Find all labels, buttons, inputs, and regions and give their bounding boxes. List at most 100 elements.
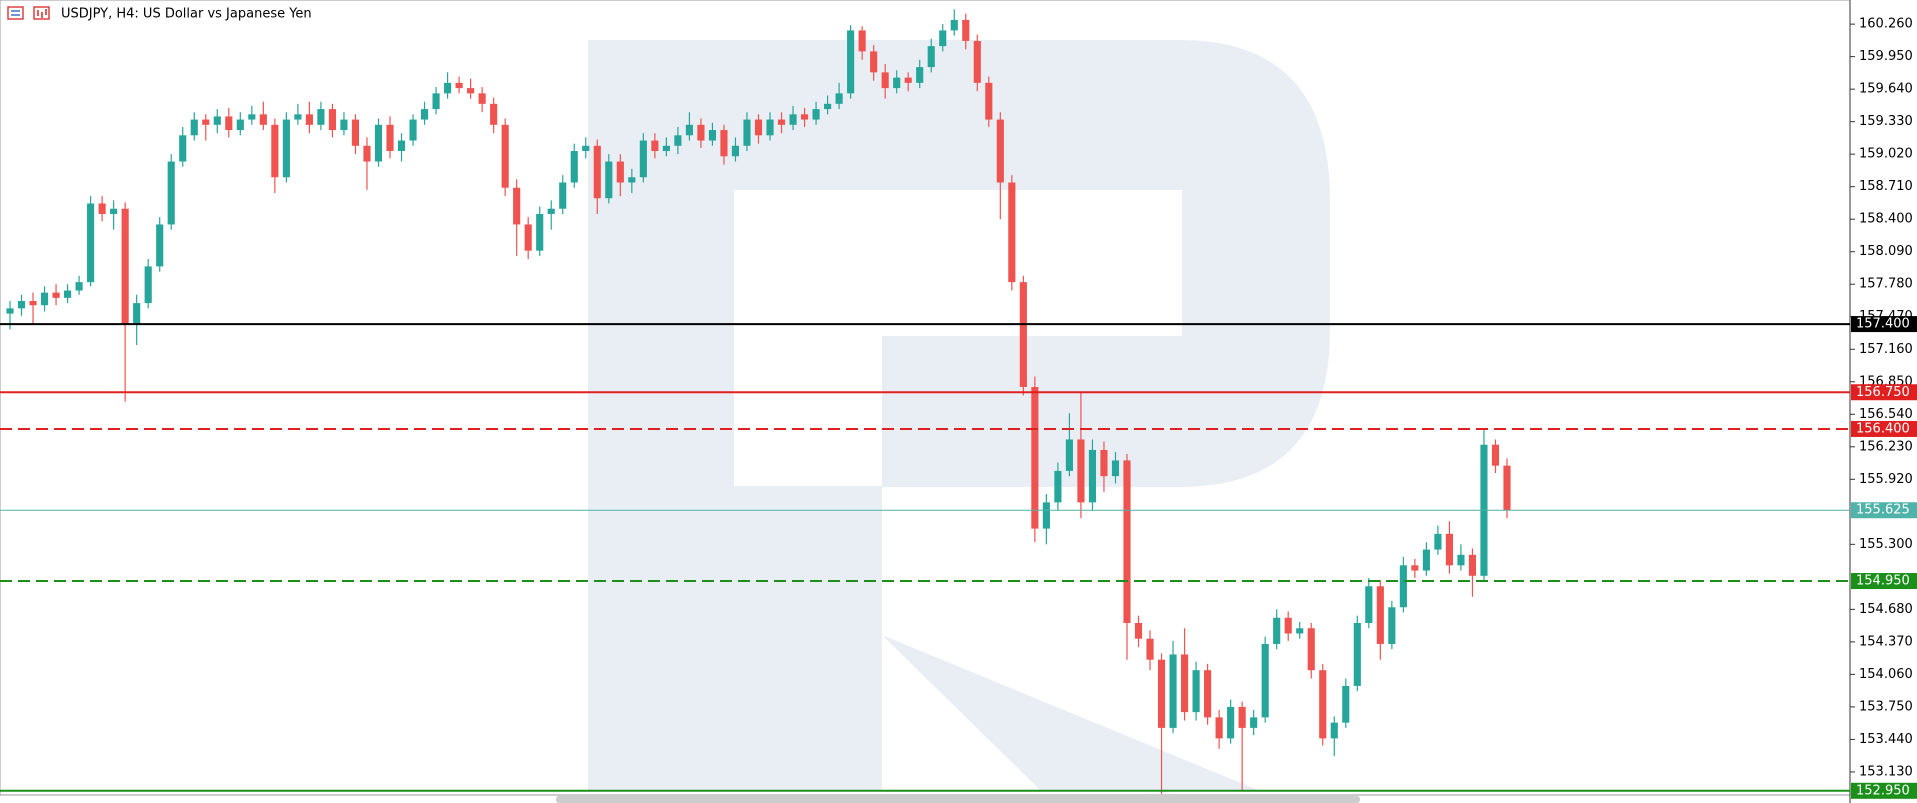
candle-body <box>1180 654 1189 713</box>
level-label: 156.750 <box>1856 385 1910 400</box>
candle-body <box>17 301 26 309</box>
candle-body <box>593 145 601 199</box>
level-label: 152.950 <box>1856 783 1910 798</box>
candle-body <box>455 82 463 89</box>
candle-body <box>305 114 313 125</box>
candle-body <box>351 119 360 146</box>
candle-body <box>282 119 290 178</box>
candle-body <box>236 119 244 131</box>
candle-body <box>1111 460 1120 477</box>
candle-body <box>1503 465 1511 511</box>
candle-body <box>409 119 417 141</box>
candle-body <box>697 124 705 141</box>
candle-body <box>64 290 72 298</box>
candle-body <box>789 114 797 125</box>
candle-body <box>973 40 981 83</box>
candle-body <box>167 161 175 225</box>
candle-body <box>754 119 763 136</box>
candle-body <box>294 114 302 120</box>
candle-body <box>777 119 786 125</box>
candle-body <box>605 161 613 199</box>
candle-body <box>1273 617 1281 644</box>
candle-body <box>1031 387 1039 529</box>
level-label: 155.625 <box>1856 503 1910 518</box>
candle-body <box>179 135 187 162</box>
candle-body <box>1100 449 1108 477</box>
candle-body <box>939 30 947 47</box>
y-tick-label: 156.540 <box>1859 407 1913 422</box>
candle-body <box>812 109 820 120</box>
candle-body <box>374 124 383 162</box>
candle-body <box>213 116 221 125</box>
candle-body <box>259 114 267 125</box>
y-tick-label: 159.330 <box>1859 114 1913 129</box>
y-tick-label: 155.300 <box>1859 537 1913 552</box>
candle-body <box>340 119 348 131</box>
y-tick-label: 159.020 <box>1859 147 1913 162</box>
candle-body <box>328 109 337 131</box>
y-tick-label: 158.090 <box>1859 244 1913 259</box>
level-label-box <box>1851 782 1917 799</box>
scrollbar[interactable] <box>556 796 1360 803</box>
y-tick-label: 155.920 <box>1859 472 1913 487</box>
level-label-box <box>1851 420 1917 437</box>
candle-body <box>559 182 567 209</box>
candle-body <box>916 67 924 83</box>
level-label-box <box>1851 573 1917 590</box>
candle-body <box>133 303 141 325</box>
candle-body <box>98 203 106 214</box>
candle-body <box>1422 549 1430 571</box>
candle-body <box>317 109 325 125</box>
candle-body <box>1077 439 1085 503</box>
candle-body <box>858 30 866 52</box>
candle-body <box>674 135 682 146</box>
y-tick-label: 153.750 <box>1859 699 1913 714</box>
y-tick-label: 154.370 <box>1859 634 1913 649</box>
y-tick-label: 157.160 <box>1859 342 1913 357</box>
candle-body <box>40 292 49 306</box>
candle-body <box>1307 628 1315 671</box>
candle-body <box>248 114 256 120</box>
candle-body <box>524 224 532 251</box>
candle-body <box>1123 460 1131 623</box>
candle-body <box>1284 617 1292 634</box>
candle-body <box>996 119 1004 183</box>
candle-body <box>1146 638 1154 660</box>
candle-body <box>202 119 210 125</box>
level-label-box <box>1851 316 1917 333</box>
candle-body <box>397 140 406 152</box>
candle-body <box>662 145 670 152</box>
candle-body <box>420 109 429 120</box>
candle-body <box>1238 706 1246 728</box>
candle-body <box>1192 670 1200 713</box>
candle-body <box>616 161 624 183</box>
candle-body <box>467 88 475 94</box>
y-tick-label: 159.950 <box>1859 49 1913 64</box>
candle-body <box>29 301 37 306</box>
y-tick-label: 154.060 <box>1859 667 1913 682</box>
watermark <box>588 40 1330 790</box>
candle-body <box>927 46 935 68</box>
candle-body <box>490 103 498 125</box>
candle-body <box>536 213 544 251</box>
candle-body <box>582 145 590 152</box>
candle-body <box>800 114 809 120</box>
candle-body <box>720 130 728 157</box>
candle-body <box>1388 607 1396 644</box>
chart-title: USDJPY, H4: US Dollar vs Japanese Yen <box>61 7 312 22</box>
candle-body <box>478 93 486 104</box>
candle-body <box>1491 444 1500 466</box>
y-tick-label: 160.260 <box>1859 17 1913 32</box>
y-tick-label: 156.230 <box>1859 439 1913 454</box>
candle-body <box>1054 470 1062 503</box>
y-tick-label: 158.710 <box>1859 179 1913 194</box>
candle-body <box>1468 554 1477 576</box>
level-label: 156.400 <box>1856 421 1910 436</box>
candle-body <box>513 187 521 225</box>
candle-body <box>847 30 855 94</box>
candle-body <box>1215 717 1223 739</box>
candle-body <box>225 116 233 131</box>
candle-body <box>1019 282 1027 388</box>
candle-body <box>1365 586 1373 623</box>
candle-body <box>444 82 452 94</box>
